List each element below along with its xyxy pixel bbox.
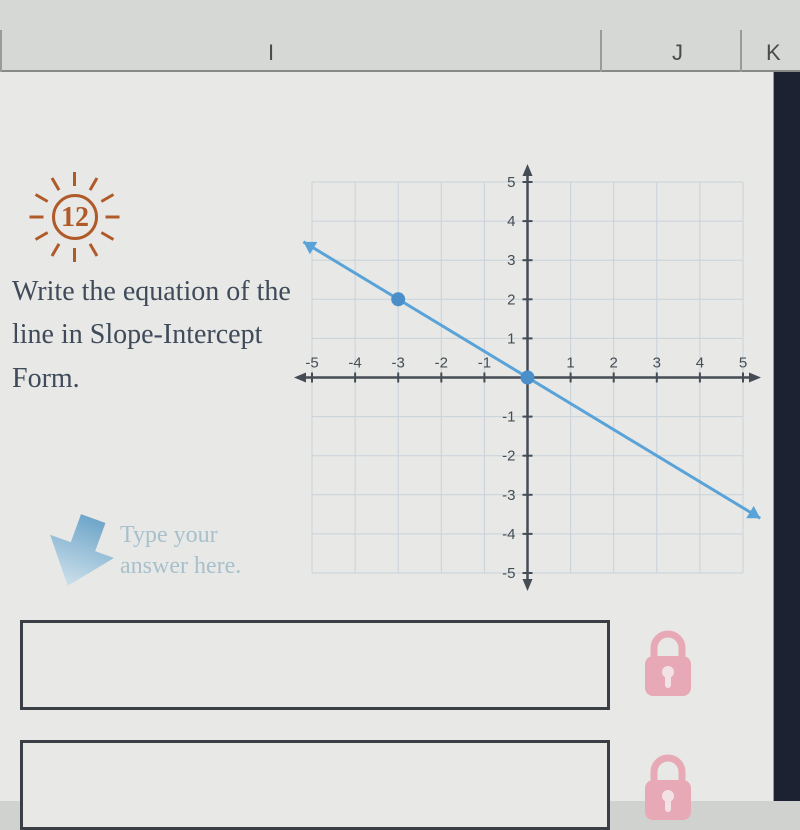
worksheet-area: 12 Write the equation of the line in Slo… [0, 72, 774, 801]
svg-text:-5: -5 [305, 355, 318, 372]
svg-text:4: 4 [507, 213, 515, 230]
svg-text:-2: -2 [435, 355, 448, 372]
col-divider [740, 30, 742, 72]
spreadsheet-column-header: I J K [0, 0, 800, 72]
svg-text:2: 2 [610, 355, 618, 372]
col-label-i: I [268, 40, 274, 66]
svg-text:-5: -5 [502, 565, 515, 582]
svg-text:-4: -4 [348, 355, 361, 372]
answer-input-1[interactable] [20, 620, 610, 710]
lock-icon [640, 630, 696, 700]
svg-text:3: 3 [507, 252, 515, 269]
svg-text:-1: -1 [502, 409, 515, 426]
svg-text:-3: -3 [392, 355, 405, 372]
svg-text:-2: -2 [502, 448, 515, 465]
svg-text:-3: -3 [502, 487, 515, 504]
answer-hint: Type your answer here. [40, 512, 120, 597]
problem-number-badge: 12 [30, 172, 120, 262]
svg-text:-4: -4 [502, 526, 515, 543]
lock-icon [640, 754, 696, 824]
col-divider [0, 30, 2, 72]
col-label-j: J [672, 40, 683, 66]
question-text: Write the equation of the line in Slope-… [12, 270, 292, 400]
col-divider [600, 30, 602, 72]
coordinate-graph: -5 -4 -3 -2 -1 1 2 3 4 5 -5 -4 -3 -2 -1 1 2 3 4 5 [290, 160, 765, 595]
col-label-k: K [766, 40, 781, 66]
screen-edge [774, 72, 800, 801]
svg-text:3: 3 [653, 355, 661, 372]
svg-text:1: 1 [507, 330, 515, 347]
svg-text:-1: -1 [478, 355, 491, 372]
arrow-down-icon [40, 512, 120, 592]
svg-text:1: 1 [566, 355, 574, 372]
answer-input-2[interactable] [20, 740, 610, 830]
svg-text:5: 5 [739, 355, 747, 372]
problem-number: 12 [52, 194, 98, 240]
svg-text:4: 4 [696, 355, 704, 372]
svg-text:2: 2 [507, 291, 515, 308]
svg-text:5: 5 [507, 174, 515, 191]
